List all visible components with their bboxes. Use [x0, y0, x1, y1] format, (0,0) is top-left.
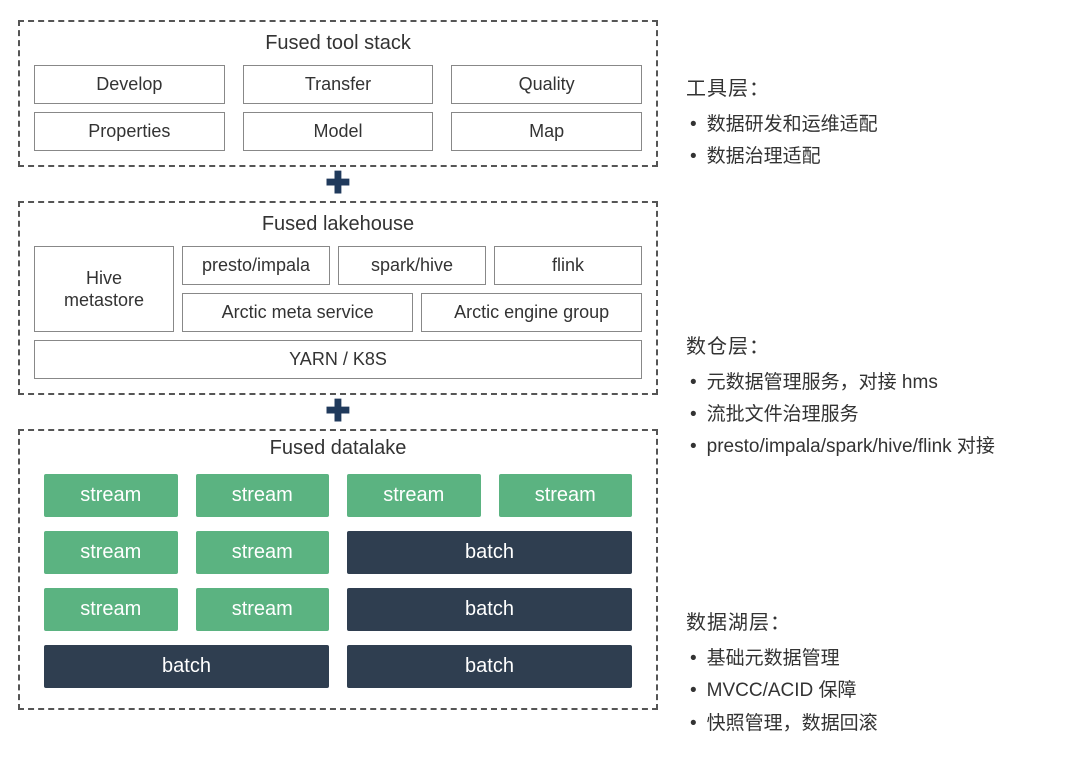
stream-cell: stream — [196, 531, 330, 574]
tool-stack-title: Fused tool stack — [34, 32, 642, 55]
warehouse-notes-list: 元数据管理服务，对接 hms 流批文件治理服务 presto/impala/sp… — [686, 367, 1062, 464]
tool-cell: Properties — [34, 112, 225, 151]
tool-notes: 工具层： 数据研发和运维适配 数据治理适配 — [686, 72, 1062, 174]
tool-notes-title: 工具层： — [686, 72, 1062, 101]
note-item: presto/impala/spark/hive/flink 对接 — [686, 431, 1062, 463]
batch-cell: batch — [44, 645, 329, 688]
warehouse-notes: 数仓层： 元数据管理服务，对接 hms 流批文件治理服务 presto/impa… — [686, 330, 1062, 464]
tool-cell: Map — [451, 112, 642, 151]
stream-cell: stream — [44, 531, 178, 574]
lake-notes: 数据湖层： 基础元数据管理 MVCC/ACID 保障 快照管理，数据回滚 — [686, 606, 1062, 740]
stream-cell: stream — [347, 474, 481, 517]
tool-stack-grid: Develop Transfer Quality Properties Mode… — [34, 65, 642, 151]
notes-column: 工具层： 数据研发和运维适配 数据治理适配 数仓层： 元数据管理服务，对接 hm… — [686, 20, 1062, 748]
lake-notes-title: 数据湖层： — [686, 606, 1062, 635]
flink-cell: flink — [494, 246, 642, 285]
note-item: MVCC/ACID 保障 — [686, 675, 1062, 707]
batch-cell: batch — [347, 645, 632, 688]
tool-cell: Quality — [451, 65, 642, 104]
plus-icon: ✚ — [325, 397, 350, 427]
datalake-box: Fused datalake streamstreamstreamstreams… — [18, 429, 658, 710]
note-item: 流批文件治理服务 — [686, 399, 1062, 431]
batch-cell: batch — [347, 531, 632, 574]
stream-cell: stream — [44, 588, 178, 631]
batch-cell: batch — [347, 588, 632, 631]
yarn-k8s-cell: YARN / K8S — [34, 340, 642, 379]
plus-icon: ✚ — [325, 169, 350, 199]
hive-metastore-cell: Hive metastore — [34, 246, 174, 332]
presto-impala-cell: presto/impala — [182, 246, 330, 285]
tool-notes-list: 数据研发和运维适配 数据治理适配 — [686, 109, 1062, 174]
note-item: 数据研发和运维适配 — [686, 109, 1062, 141]
lakehouse-grid: Hive metastore presto/impala spark/hive … — [34, 246, 642, 379]
datalake-grid: stream stream stream stream stream stream batc… — [34, 470, 642, 694]
tool-cell: Model — [243, 112, 434, 151]
arctic-engine-cell: Arctic engine group — [421, 293, 642, 332]
stream-cell: stream — [196, 474, 330, 517]
stream-cell: stream — [196, 588, 330, 631]
stream-cell: stream — [499, 474, 633, 517]
note-item: 快照管理，数据回滚 — [686, 708, 1062, 740]
diagram-column: Fused tool stack Develop Transfer Qualit… — [18, 20, 658, 748]
note-item: 元数据管理服务，对接 hms — [686, 367, 1062, 399]
lakehouse-title: Fused lakehouse — [34, 213, 642, 236]
tool-cell: Transfer — [243, 65, 434, 104]
lake-notes-list: 基础元数据管理 MVCC/ACID 保障 快照管理，数据回滚 — [686, 643, 1062, 740]
arctic-row: Arctic meta service Arctic engine group — [182, 293, 642, 332]
datalake-title: Fused datalake — [34, 437, 642, 460]
spark-hive-cell: spark/hive — [338, 246, 486, 285]
note-item: 数据治理适配 — [686, 141, 1062, 173]
tool-cell: Develop — [34, 65, 225, 104]
note-item: 基础元数据管理 — [686, 643, 1062, 675]
stream-cell: stream — [44, 474, 178, 517]
warehouse-notes-title: 数仓层： — [686, 330, 1062, 359]
arctic-meta-cell: Arctic meta service — [182, 293, 413, 332]
lakehouse-box: Fused lakehouse Hive metastore presto/im… — [18, 201, 658, 395]
tool-stack-box: Fused tool stack Develop Transfer Qualit… — [18, 20, 658, 167]
